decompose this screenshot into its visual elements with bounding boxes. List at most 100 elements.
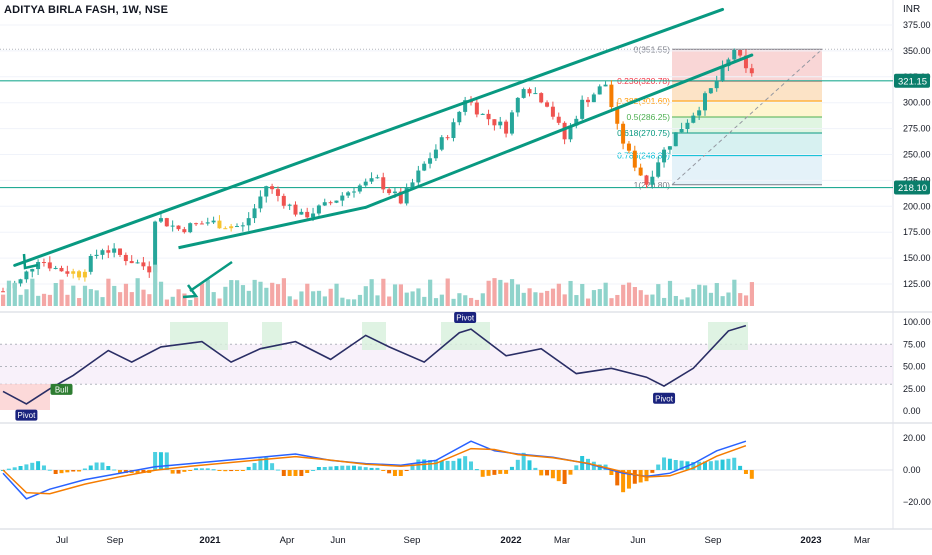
candle-body[interactable] (311, 213, 316, 218)
candle-body[interactable] (720, 66, 725, 81)
candle-body[interactable] (615, 107, 620, 124)
candle-body[interactable] (504, 121, 509, 134)
candle-body[interactable] (457, 111, 462, 123)
rsi-line[interactable] (2, 324, 747, 405)
candle-body[interactable] (422, 163, 427, 171)
price-pane[interactable] (0, 7, 893, 306)
candle-body[interactable] (141, 262, 146, 267)
candle-body[interactable] (626, 143, 631, 151)
candle-body[interactable] (644, 175, 649, 185)
candle-body[interactable] (65, 271, 70, 274)
candle-body[interactable] (1, 291, 5, 293)
candle-body[interactable] (77, 271, 82, 278)
candle-body[interactable] (100, 250, 105, 255)
candle-body[interactable] (738, 49, 743, 56)
candle-body[interactable] (603, 84, 608, 87)
candle-body[interactable] (334, 200, 339, 203)
candle-body[interactable] (562, 122, 567, 140)
candle-body[interactable] (158, 218, 163, 222)
candle-body[interactable] (211, 220, 216, 223)
candle-body[interactable] (293, 204, 298, 215)
candle-body[interactable] (703, 93, 707, 111)
candle-body[interactable] (586, 99, 590, 103)
candle-body[interactable] (498, 121, 503, 126)
candle-body[interactable] (199, 223, 204, 225)
candle-body[interactable] (41, 262, 46, 264)
candle-body[interactable] (281, 195, 286, 206)
candle-body[interactable] (18, 279, 23, 284)
candle-body[interactable] (404, 187, 409, 204)
candle-body[interactable] (352, 191, 356, 193)
candle-body[interactable] (275, 189, 280, 196)
candle-body[interactable] (609, 84, 614, 108)
candle-body[interactable] (621, 123, 626, 144)
candle-body[interactable] (71, 271, 76, 274)
candle-body[interactable] (235, 226, 239, 228)
candle-body[interactable] (305, 211, 310, 218)
candle-body[interactable] (492, 119, 497, 126)
candle-body[interactable] (340, 195, 345, 201)
candle-body[interactable] (732, 49, 737, 60)
candle-body[interactable] (480, 113, 485, 115)
candle-body[interactable] (574, 118, 579, 126)
candle-body[interactable] (47, 262, 52, 269)
candle-body[interactable] (439, 137, 444, 150)
candle-body[interactable] (147, 266, 152, 273)
candle-body[interactable] (357, 185, 362, 192)
candle-body[interactable] (638, 167, 643, 176)
candle-body[interactable] (24, 271, 29, 280)
candle-body[interactable] (82, 271, 87, 278)
candle-body[interactable] (322, 202, 327, 206)
candle-body[interactable] (258, 196, 263, 209)
candle-body[interactable] (346, 192, 351, 196)
candle-body[interactable] (550, 106, 555, 117)
candle-body[interactable] (521, 89, 526, 98)
candle-body[interactable] (369, 178, 374, 182)
candle-body[interactable] (264, 186, 269, 197)
candle-body[interactable] (445, 137, 450, 139)
candle-body[interactable] (153, 221, 158, 273)
candle-body[interactable] (205, 222, 210, 224)
candle-body[interactable] (188, 223, 193, 233)
candle-body[interactable] (509, 112, 514, 134)
macd-signal-line[interactable] (2, 444, 747, 495)
candle-body[interactable] (135, 262, 140, 264)
candle-body[interactable] (486, 113, 491, 120)
candle-body[interactable] (667, 146, 672, 150)
candle-body[interactable] (299, 211, 304, 215)
candle-body[interactable] (387, 189, 392, 194)
candle-body[interactable] (679, 129, 684, 133)
candle-body[interactable] (410, 182, 415, 188)
candle-body[interactable] (182, 229, 187, 233)
candle-body[interactable] (392, 191, 397, 194)
candle-body[interactable] (743, 55, 748, 69)
candle-body[interactable] (527, 89, 532, 94)
candle-body[interactable] (88, 255, 93, 272)
candle-body[interactable] (240, 225, 245, 227)
candle-body[interactable] (685, 122, 690, 130)
candle-body[interactable] (252, 208, 257, 219)
candle-body[interactable] (697, 110, 702, 116)
macd-pane[interactable] (1, 440, 754, 500)
candle-body[interactable] (533, 93, 538, 95)
candle-body[interactable] (223, 228, 228, 230)
candle-body[interactable] (691, 115, 696, 123)
candle-body[interactable] (59, 267, 64, 272)
candle-body[interactable] (176, 225, 181, 230)
candle-body[interactable] (556, 116, 561, 123)
candle-body[interactable] (451, 122, 456, 139)
candle-body[interactable] (398, 191, 403, 204)
candle-body[interactable] (375, 177, 380, 179)
candle-body[interactable] (580, 99, 585, 119)
candle-body[interactable] (287, 204, 292, 206)
candle-body[interactable] (129, 261, 134, 264)
candle-body[interactable] (662, 149, 667, 163)
candle-body[interactable] (650, 176, 655, 185)
candle-body[interactable] (118, 248, 122, 255)
candle-body[interactable] (708, 88, 713, 94)
candle-body[interactable] (217, 220, 222, 229)
candle-body[interactable] (474, 102, 479, 115)
candle-body[interactable] (270, 186, 275, 190)
